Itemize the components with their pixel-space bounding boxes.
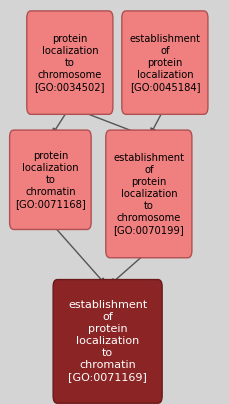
FancyBboxPatch shape [122, 11, 208, 114]
Text: establishment
of
protein
localization
[GO:0045184]: establishment of protein localization [G… [129, 34, 200, 92]
Text: establishment
of
protein
localization
to
chromatin
[GO:0071169]: establishment of protein localization to… [68, 301, 147, 382]
Text: protein
localization
to
chromatin
[GO:0071168]: protein localization to chromatin [GO:00… [15, 151, 86, 209]
FancyBboxPatch shape [53, 280, 162, 403]
FancyBboxPatch shape [106, 130, 192, 258]
Text: protein
localization
to
chromosome
[GO:0034502]: protein localization to chromosome [GO:0… [35, 34, 105, 92]
FancyBboxPatch shape [27, 11, 113, 114]
Text: establishment
of
protein
localization
to
chromosome
[GO:0070199]: establishment of protein localization to… [113, 153, 184, 235]
FancyBboxPatch shape [10, 130, 91, 229]
